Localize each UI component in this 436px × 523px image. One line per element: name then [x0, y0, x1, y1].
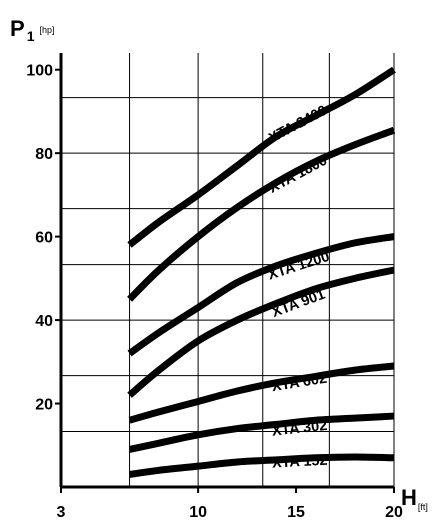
- y-tick-label: 40: [35, 313, 53, 330]
- x-tick-label: 3: [57, 504, 66, 521]
- series-label-xta-2400: XTA 2400: [266, 103, 330, 147]
- x-axis-symbol: H: [401, 485, 417, 510]
- axes: [59, 53, 394, 489]
- y-axis-label: P 1 [hp]: [10, 16, 55, 44]
- x-tick-label: 20: [385, 504, 403, 521]
- x-tick-label: 15: [287, 504, 305, 521]
- series-label-xta-152: XTA 152: [272, 453, 328, 472]
- series-line-xta-152: [129, 453, 395, 478]
- series-line-xta-1800: [127, 126, 396, 302]
- series-line-xta-602: [128, 362, 395, 424]
- series-label-xta-602: XTA 602: [271, 371, 328, 396]
- y-tick-label: 20: [35, 397, 53, 414]
- series-label-xta-302: XTA 302: [271, 418, 328, 440]
- y-axis-unit: [hp]: [39, 25, 54, 35]
- series-line-xta-901: [127, 266, 395, 398]
- series-line-xta-1200: [127, 233, 395, 357]
- ticks: 20 40 60 80 100 3 10 15 20: [26, 63, 403, 521]
- y-axis-subscript: 1: [27, 28, 35, 44]
- x-axis-unit: [ft]: [418, 502, 428, 512]
- y-tick-label: 100: [26, 63, 53, 80]
- x-axis-label: H[ft]: [401, 485, 428, 512]
- series-line-xta-302: [128, 412, 395, 453]
- series-lines: [127, 66, 396, 478]
- series-label-xta-1200: XTA 1200: [266, 249, 332, 284]
- y-axis-symbol: P: [10, 16, 25, 41]
- x-tick-label: 10: [189, 504, 207, 521]
- series-label-xta-1800: XTA 1800: [266, 153, 330, 197]
- series-line-xta-2400: [127, 66, 396, 248]
- y-tick-label: 80: [35, 146, 53, 163]
- y-tick-label: 60: [35, 230, 53, 247]
